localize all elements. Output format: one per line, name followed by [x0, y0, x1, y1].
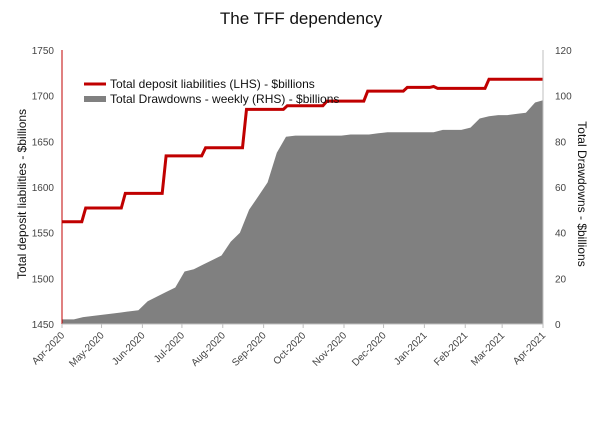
right-tick-label: 120: [555, 46, 572, 57]
left-tick-label: 1550: [32, 229, 55, 240]
x-tick-label: Sep-2020: [230, 330, 269, 369]
area-layer: [62, 100, 543, 324]
drawdowns-area: [62, 100, 543, 324]
legend: Total deposit liabilities (LHS) - $billi…: [84, 77, 339, 106]
x-tick-label: Aug-2020: [189, 330, 228, 369]
left-tick-label: 1450: [32, 320, 55, 331]
right-tick-label: 0: [555, 320, 561, 331]
x-tick-label: Apr-2021: [511, 330, 548, 367]
legend-label-deposits: Total deposit liabilities (LHS) - $billi…: [110, 77, 315, 91]
x-tick-label: Apr-2020: [30, 330, 67, 367]
x-tick-label: Dec-2020: [350, 330, 389, 369]
right-tick-label: 20: [555, 274, 567, 285]
left-axis-label: Total deposit liabilities - $billions: [15, 109, 29, 279]
left-tick-label: 1750: [32, 46, 55, 57]
x-tick-label: Mar-2021: [469, 330, 507, 368]
x-tick-label: May-2020: [67, 330, 107, 370]
chart-title: The TFF dependency: [220, 9, 383, 28]
legend-label-drawdowns: Total Drawdowns - weekly (RHS) - $billio…: [110, 92, 339, 106]
left-tick-label: 1700: [32, 92, 55, 103]
legend-swatch-drawdowns: [84, 96, 106, 102]
right-tick-label: 60: [555, 183, 567, 194]
x-tick-label: Jun-2020: [110, 330, 148, 368]
deposits-line: [62, 77, 543, 224]
x-tick-label: Feb-2021: [432, 330, 470, 368]
right-tick-label: 40: [555, 229, 567, 240]
right-tick-label: 100: [555, 92, 572, 103]
line-layer: [62, 77, 543, 224]
left-tick-label: 1600: [32, 183, 55, 194]
x-tick-label: Nov-2020: [311, 330, 350, 369]
x-tick-label: Jul-2020: [152, 330, 187, 365]
right-axis-label: Total Drawdowns - $billions: [575, 121, 589, 266]
x-tick-label: Oct-2020: [271, 330, 308, 367]
right-tick-label: 80: [555, 137, 567, 148]
x-tick-label: Jan-2021: [392, 330, 430, 368]
left-tick-label: 1500: [32, 274, 55, 285]
left-tick-label: 1650: [32, 137, 55, 148]
